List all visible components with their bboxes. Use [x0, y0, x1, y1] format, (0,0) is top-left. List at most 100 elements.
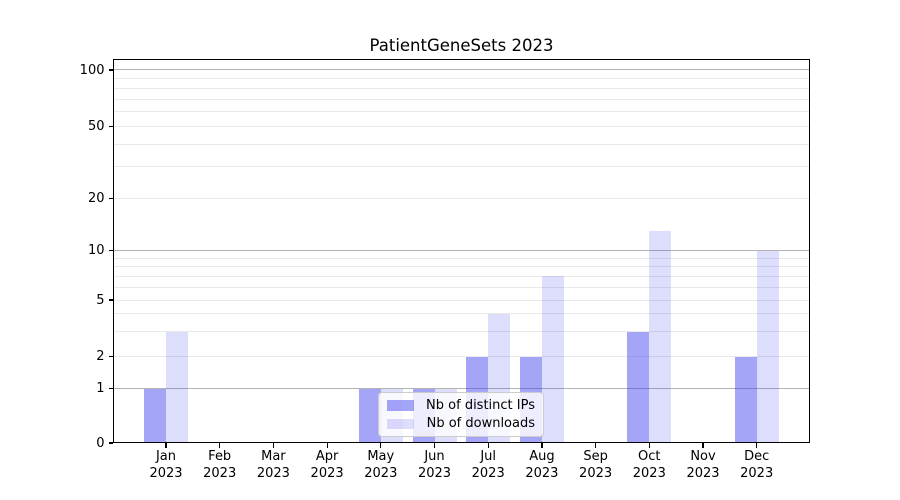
minor-gridline — [114, 331, 809, 333]
x-tick-mark — [326, 443, 328, 448]
bar-downloads — [541, 276, 564, 442]
x-tick-label-month: May — [367, 449, 395, 464]
legend-entry: Nb of distinct IPs — [387, 398, 535, 413]
x-tick-label-year: 2023 — [579, 465, 613, 481]
major-gridline — [114, 69, 809, 71]
y-tick-label: 50 — [87, 119, 105, 135]
bar-distinct-ips — [358, 388, 381, 442]
minor-gridline — [114, 197, 809, 199]
x-tick-mark — [648, 443, 650, 448]
y-tick-label: 0 — [96, 435, 105, 451]
x-tick-mark — [541, 443, 543, 448]
x-tick-label: Oct 2023 — [621, 449, 677, 482]
legend-label: Nb of distinct IPs — [426, 397, 535, 413]
x-tick-label: Apr 2023 — [299, 449, 355, 482]
x-tick-label: Jun 2023 — [407, 449, 463, 482]
major-gridline — [114, 388, 809, 390]
x-tick-mark — [595, 443, 597, 448]
x-tick-label-year: 2023 — [310, 465, 344, 481]
y-tick-mark — [108, 69, 113, 71]
minor-gridline — [114, 166, 809, 168]
minor-gridline — [114, 257, 809, 259]
minor-gridline — [114, 275, 809, 277]
x-tick-label-year: 2023 — [417, 465, 452, 481]
minor-gridline — [114, 266, 809, 268]
x-tick-label-year: 2023 — [203, 465, 237, 481]
x-tick-mark — [272, 443, 275, 448]
x-tick-label-month: Dec — [744, 449, 770, 464]
bar-downloads — [166, 331, 188, 442]
x-tick-label-year: 2023 — [525, 465, 559, 481]
minor-gridline — [114, 286, 809, 288]
x-tick-label-year: 2023 — [364, 465, 398, 481]
y-tick-mark — [108, 356, 113, 358]
legend: Nb of distinct IPs Nb of downloads — [378, 392, 544, 437]
x-tick-label: Aug 2023 — [514, 449, 570, 482]
x-tick-label-month: Aug — [529, 449, 555, 464]
x-tick-mark — [487, 443, 489, 448]
major-gridline — [114, 250, 809, 252]
bar-downloads — [756, 250, 779, 442]
x-tick-label-year: 2023 — [632, 465, 666, 481]
x-tick-label-month: Jan — [155, 449, 177, 464]
x-tick-mark — [219, 443, 221, 448]
bar-distinct-ips — [627, 331, 650, 442]
x-tick-label-year: 2023 — [686, 465, 720, 481]
y-tick-mark — [108, 197, 113, 199]
x-tick-label-month: Sep — [583, 449, 608, 464]
x-tick-label-year: 2023 — [149, 465, 183, 481]
minor-gridline — [114, 143, 809, 145]
minor-gridline — [114, 313, 809, 315]
x-tick-label: Dec 2023 — [729, 449, 785, 482]
x-tick-label-month: Feb — [208, 449, 232, 464]
minor-gridline — [114, 87, 809, 89]
x-tick-label: Jul 2023 — [460, 449, 516, 482]
y-tick-mark — [108, 250, 113, 252]
minor-gridline — [114, 126, 809, 128]
chart-title: PatientGeneSets 2023 — [369, 36, 554, 55]
x-tick-label-year: 2023 — [471, 465, 505, 481]
x-tick-label-month: Oct — [638, 449, 661, 464]
y-tick-mark — [108, 442, 113, 444]
legend-entry: Nb of downloads — [387, 416, 535, 431]
x-tick-mark — [433, 443, 436, 448]
x-tick-label: Feb 2023 — [192, 449, 248, 482]
x-tick-mark — [165, 443, 167, 448]
y-tick-mark — [108, 299, 113, 301]
y-tick-label: 5 — [96, 292, 105, 308]
x-tick-label-year: 2023 — [256, 465, 290, 481]
x-tick-mark — [702, 443, 704, 448]
bar-distinct-ips — [734, 356, 757, 442]
plot-area — [113, 59, 810, 443]
x-tick-label-month: Jul — [480, 449, 497, 464]
y-tick-label: 20 — [87, 190, 105, 206]
x-tick-mark — [756, 443, 758, 448]
x-tick-label-month: Nov — [690, 449, 716, 464]
legend-swatch-distinct-ips — [387, 400, 414, 411]
y-tick-label: 1 — [96, 381, 105, 397]
x-tick-label-month: Mar — [261, 449, 286, 464]
minor-gridline — [114, 111, 809, 113]
x-tick-label: Nov 2023 — [675, 449, 731, 482]
x-tick-mark — [380, 443, 382, 448]
y-tick-mark — [108, 388, 113, 390]
x-tick-label-month: Apr — [315, 449, 339, 464]
x-tick-label: Sep 2023 — [568, 449, 624, 482]
legend-label: Nb of downloads — [426, 416, 535, 432]
minor-gridline — [114, 78, 809, 80]
bar-downloads — [649, 230, 672, 442]
y-tick-mark — [108, 126, 113, 128]
y-tick-label: 2 — [96, 349, 105, 365]
x-tick-label: May 2023 — [353, 449, 409, 482]
x-tick-label-year: 2023 — [740, 465, 774, 481]
legend-swatch-downloads — [387, 418, 414, 429]
x-tick-label: Jan 2023 — [138, 449, 194, 482]
minor-gridline — [114, 299, 809, 301]
y-tick-label: 100 — [79, 62, 105, 78]
y-tick-label: 10 — [87, 243, 105, 259]
minor-gridline — [114, 98, 809, 100]
minor-gridline — [114, 356, 809, 358]
x-tick-label-month: Jun — [424, 449, 445, 464]
x-tick-label: Mar 2023 — [245, 449, 301, 482]
